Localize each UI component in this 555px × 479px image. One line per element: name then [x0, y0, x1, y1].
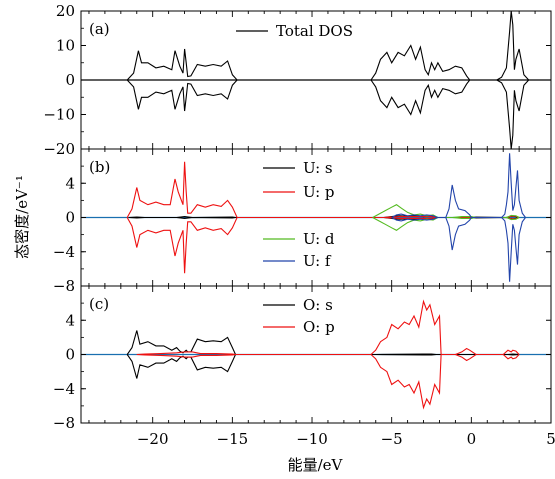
y-tick-label: 4 [65, 311, 75, 329]
panel-1: −20 −10 0 10 20 (a) Total DOS [43, 2, 552, 158]
y-tick-label: −10 [43, 106, 75, 124]
y-tick-label: −8 [53, 277, 75, 295]
y-tick-label: 10 [56, 37, 75, 55]
legend-entry: Total DOS [276, 22, 353, 40]
y-axis-label: 态密度/eV⁻¹ [13, 175, 31, 259]
y-tick-label: −4 [53, 380, 75, 398]
y-tick-label: 0 [65, 346, 75, 364]
x-tick-label: −20 [137, 430, 169, 448]
x-tick-label: −5 [381, 430, 403, 448]
panel-label: (a) [89, 20, 110, 38]
y-tick-label: 20 [56, 2, 75, 20]
legend-entry: O: s [303, 296, 333, 314]
series-line-mirror-2-4 [391, 216, 526, 282]
series-line-1-1 [126, 11, 530, 81]
legend-entry: U: s [303, 159, 333, 177]
x-tick-label: −10 [296, 430, 328, 448]
series-line-mirror-3-2 [136, 353, 520, 410]
x-tick-label: −15 [217, 430, 249, 448]
x-axis-label: 能量/eV [288, 456, 344, 474]
series-line-2-4 [391, 153, 526, 219]
y-tick-label: −20 [43, 140, 75, 158]
x-tick-label: 5 [546, 430, 555, 448]
panel-label: (b) [89, 158, 110, 176]
y-tick-label: −8 [53, 414, 75, 432]
series-line-mirror-3-1 [126, 353, 520, 379]
legend-entry: U: f [303, 252, 332, 270]
panel-label: (c) [89, 295, 109, 313]
legend-entry: O: p [303, 318, 335, 336]
x-tick-label: 0 [467, 430, 477, 448]
panel-2: −8 −4 0 4 (b) U: s U: p U: d U: f [53, 148, 552, 295]
y-tick-label: 0 [65, 209, 75, 227]
legend-entry: U: d [303, 230, 335, 248]
y-tick-label: 4 [65, 174, 75, 192]
legend-entry: U: p [303, 183, 335, 201]
panel-3: −8 −4 0 4 (c) O: s O: p [53, 285, 552, 432]
series-line-mirror-1-1 [126, 79, 530, 149]
y-tick-label: −4 [53, 243, 75, 261]
y-tick-label: 0 [65, 71, 75, 89]
